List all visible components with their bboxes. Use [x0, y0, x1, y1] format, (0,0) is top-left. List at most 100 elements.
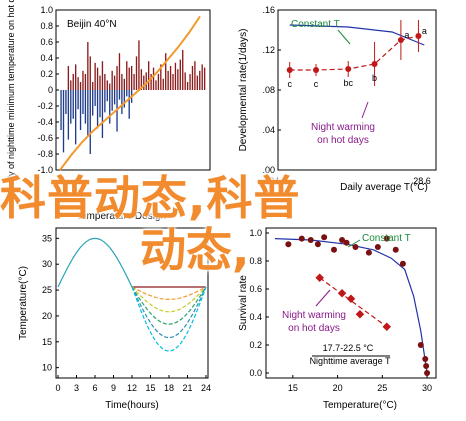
panel1-bar-positive — [99, 75, 101, 90]
panel1-bar-negative — [106, 90, 108, 102]
panel1-trend-line — [59, 15, 201, 171]
panel2-point — [313, 67, 320, 73]
panel2-ytick-label: .00 — [262, 165, 275, 175]
panel1-bar-positive — [191, 66, 194, 90]
panel2-ytick-label: .04 — [262, 125, 275, 135]
panel4-ytick-label: 0.6 — [249, 284, 262, 294]
panel3-xlabel: Time(hours) — [105, 400, 159, 411]
panel1-bar-positive — [72, 74, 74, 90]
panel3-night-curve — [131, 286, 207, 325]
panel-developmental-rate: Developmental rate(1/days) .00 .04 .08 .12.… — [238, 5, 437, 193]
panel1-bar-positive — [111, 70, 113, 90]
panel1-bar-positive — [143, 75, 145, 90]
panel3-xtick-label: 3 — [74, 383, 79, 393]
panel1-bar-positive — [194, 61, 196, 90]
panel4-point-night — [346, 294, 356, 304]
panel2-xlabel: Daily average T(°C) — [340, 182, 428, 193]
panel1-ytick-label: -0.2 — [37, 101, 53, 111]
panel4-point-constant — [374, 244, 381, 250]
panel1-bar-positive — [174, 62, 177, 90]
panel3-xtick-label: 12 — [127, 383, 137, 393]
panel1-bar-positive — [160, 64, 162, 90]
panel1-ytick-label: -1.0 — [37, 165, 53, 175]
panel1-bar-positive — [128, 67, 130, 90]
panel1-bar-negative — [101, 90, 104, 138]
panel3-xtick-label: 0 — [55, 383, 60, 393]
panel2-point-letter: b — [372, 73, 377, 83]
panel1-bar-positive — [121, 74, 123, 90]
panel1-bar-negative — [128, 90, 130, 119]
panel1-bar-negative — [67, 90, 70, 140]
panel1-bar-positive — [70, 80, 72, 90]
panel1-ytick-label: 0.8 — [40, 21, 53, 31]
panel3-day-curve — [57, 237, 133, 288]
panel4-night-line — [319, 277, 388, 328]
panel1-title: Beijin 40°N — [67, 19, 117, 30]
panel1-bar-positive — [162, 78, 164, 90]
panel1-bar-positive — [169, 66, 172, 90]
panel1-ylabel: Anomaly of nighttime minimum temperature… — [6, 0, 16, 207]
panel2-night-line — [289, 35, 419, 71]
panel2-point — [286, 67, 293, 73]
panel3-ytick-label: 35 — [42, 233, 52, 243]
panel1-bar-positive — [155, 80, 157, 90]
panel1-bar-negative — [77, 90, 79, 110]
panel1-ytick-label: 0 — [48, 85, 53, 95]
panel4-ticks: 0.0 0.2 0.4 0.6 0.8 1.0 15 20 25 30 — [249, 228, 432, 393]
panel1-bar-positive — [82, 70, 84, 90]
panel3-frame — [55, 227, 209, 379]
panel4-annot-constant: Constant T — [362, 233, 411, 244]
panel2-annot-constant: Constant T — [291, 19, 340, 30]
panel3-ytick-label: 10 — [42, 363, 52, 373]
panel4-point-constant — [339, 237, 346, 243]
panel4-xtick-label: 25 — [377, 383, 387, 393]
panel4-point-constant — [352, 244, 359, 250]
panel1-bar-positive — [201, 64, 203, 90]
panel1-bar-positive — [177, 69, 179, 90]
panel1-bar-negative — [62, 90, 65, 153]
panel2-points: c c bc b a a — [286, 20, 427, 89]
panel1-bar-negative — [123, 90, 126, 108]
panel4-point-constant — [307, 237, 314, 243]
panel4-ytick-label: 1.0 — [249, 228, 262, 238]
panel4-ytick-label: 0.0 — [249, 368, 262, 378]
panel4-point-night — [355, 309, 365, 319]
panel4-point-constant — [331, 246, 337, 253]
panel1-bar-positive — [92, 82, 94, 90]
panel2-ytick-label: .12 — [262, 45, 275, 55]
panel1-bar-positive — [126, 61, 128, 90]
panel4-xtick-label: 15 — [288, 383, 298, 393]
panel2-point — [415, 33, 422, 39]
panel4-ytick-label: 0.2 — [249, 340, 262, 350]
panel4-points — [285, 234, 431, 376]
panel2-arrow-night — [361, 101, 369, 119]
panel1-bar-positive — [79, 82, 82, 90]
panel1-bar-negative — [79, 90, 82, 130]
panel4-point-constant — [392, 246, 399, 253]
panel1-bar-positive — [106, 80, 108, 90]
panel2-point — [345, 66, 352, 72]
panel4-arrow-constant — [347, 239, 361, 248]
panel4-point-constant — [399, 260, 406, 267]
panel4-annot-range: 17.7-22.5 °C — [323, 343, 374, 353]
panel1-ytick-label: 1.0 — [40, 5, 53, 15]
panel4-xtick-label: 20 — [333, 383, 343, 393]
panel1-bar-positive — [109, 83, 111, 90]
panel4-ytick-label: 0.8 — [249, 256, 262, 266]
panel4-constant-curve — [274, 238, 428, 374]
panel1-bar-positive — [203, 67, 206, 90]
panel4-point-constant — [321, 234, 328, 241]
panel2-annot-night-2: on hot days — [317, 135, 369, 146]
panel2-yticks: .00 .04 .08 .12 .16 — [262, 5, 281, 175]
panel2-point — [371, 61, 378, 67]
panel1-ytick-label: 0.6 — [40, 37, 53, 47]
panel1-bar-negative — [65, 90, 67, 114]
panel3-xtick-label: 18 — [164, 383, 174, 393]
panel1-bar-positive — [196, 75, 199, 90]
panel1-bar-positive — [150, 74, 152, 90]
panel4-annot-average: Nighttime average T — [310, 356, 391, 366]
panel2-point-letter: c — [287, 79, 292, 89]
panel1-bar-positive — [152, 67, 155, 90]
panel2-point-letter: a — [422, 26, 427, 36]
panel1-bar-negative — [96, 90, 99, 129]
